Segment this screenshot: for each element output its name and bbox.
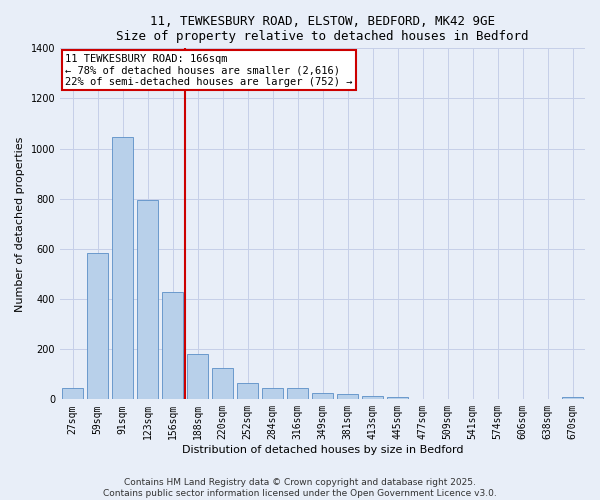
Bar xyxy=(262,388,283,400)
Bar xyxy=(162,292,183,400)
Bar xyxy=(112,138,133,400)
Bar xyxy=(362,396,383,400)
Bar xyxy=(187,354,208,400)
Bar xyxy=(562,397,583,400)
Text: Contains HM Land Registry data © Crown copyright and database right 2025.
Contai: Contains HM Land Registry data © Crown c… xyxy=(103,478,497,498)
Bar xyxy=(237,383,258,400)
X-axis label: Distribution of detached houses by size in Bedford: Distribution of detached houses by size … xyxy=(182,445,463,455)
Bar xyxy=(62,388,83,400)
Title: 11, TEWKESBURY ROAD, ELSTOW, BEDFORD, MK42 9GE
Size of property relative to deta: 11, TEWKESBURY ROAD, ELSTOW, BEDFORD, MK… xyxy=(116,15,529,43)
Bar xyxy=(337,394,358,400)
Bar xyxy=(387,397,408,400)
Bar xyxy=(312,393,333,400)
Text: 11 TEWKESBURY ROAD: 166sqm
← 78% of detached houses are smaller (2,616)
22% of s: 11 TEWKESBURY ROAD: 166sqm ← 78% of deta… xyxy=(65,54,353,87)
Bar xyxy=(137,200,158,400)
Bar xyxy=(212,368,233,400)
Y-axis label: Number of detached properties: Number of detached properties xyxy=(15,136,25,312)
Bar xyxy=(87,252,108,400)
Bar xyxy=(287,388,308,400)
